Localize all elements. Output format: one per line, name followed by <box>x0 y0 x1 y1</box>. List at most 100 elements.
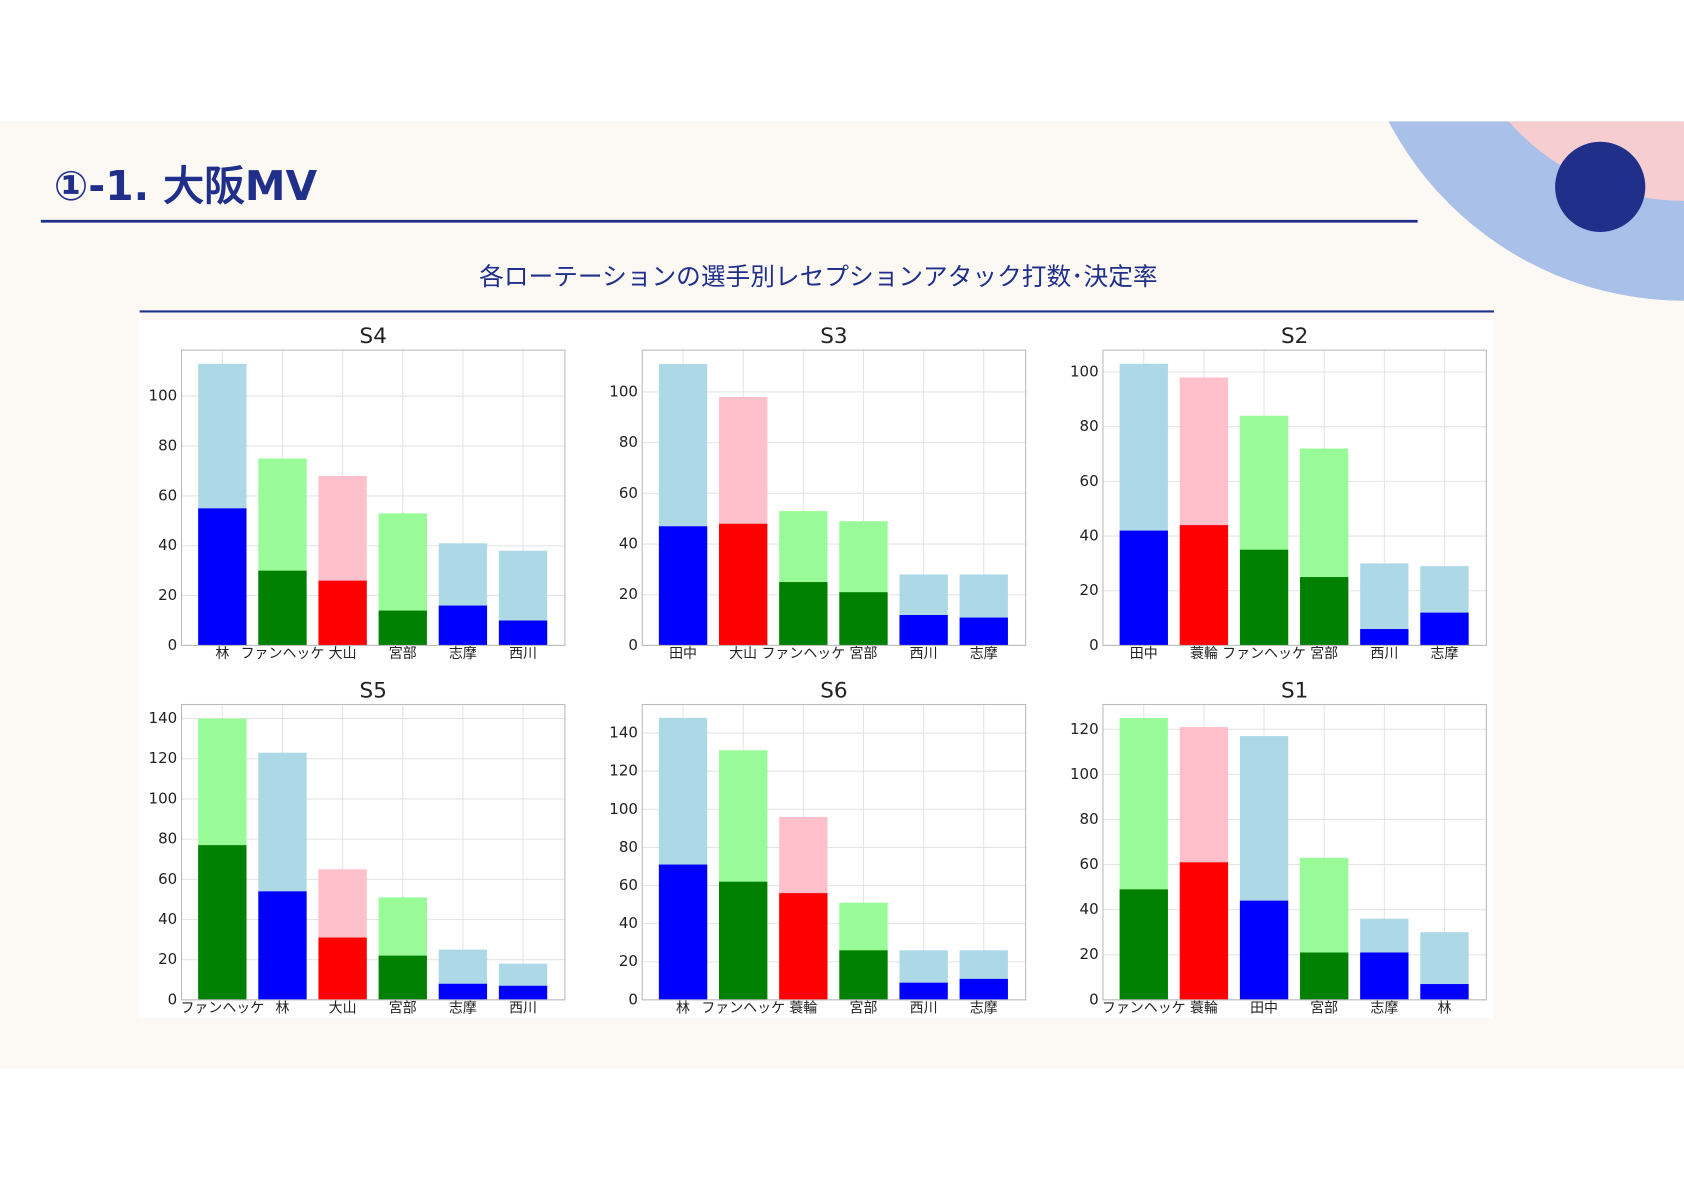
x-tick-label: ファンヘッケ <box>701 1000 785 1016</box>
y-tick-label: 0 <box>168 990 178 1008</box>
plot-frame <box>180 349 566 646</box>
x-tick-label: 林 <box>1437 1000 1451 1016</box>
bar <box>658 864 708 1000</box>
bar <box>1300 952 1349 1000</box>
bar <box>258 570 307 646</box>
y-tick-label: 20 <box>619 952 638 970</box>
bar <box>779 893 828 1000</box>
decoration <box>1388 121 1684 301</box>
x-tick-label: 西川 <box>1370 646 1398 662</box>
y-tick-label: 20 <box>619 585 638 603</box>
x-tick-label: 宮部 <box>850 646 878 662</box>
y-tick-label: 140 <box>609 724 638 742</box>
y-tick-label: 0 <box>1089 990 1099 1008</box>
x-tick-label: ファンヘッケ <box>761 646 845 662</box>
y-tick-label: 100 <box>609 800 638 818</box>
chart-title: S2 <box>1281 324 1308 349</box>
x-tick-label: 宮部 <box>1310 646 1338 662</box>
y-tick-label: 80 <box>619 433 638 451</box>
bar <box>719 881 768 1000</box>
x-tick-label: 宮部 <box>1310 1000 1338 1016</box>
x-tick-label: 林 <box>275 1000 289 1016</box>
y-tick-label: 60 <box>619 876 638 894</box>
y-tick-label: 120 <box>149 749 178 767</box>
x-tick-label: 蓑輪 <box>1190 999 1218 1016</box>
bar <box>438 605 488 646</box>
x-tick-label: 志摩 <box>449 999 477 1016</box>
y-tick-label: 0 <box>1089 636 1099 654</box>
chart-title: S5 <box>360 679 387 704</box>
x-tick-label: 大山 <box>329 1000 357 1016</box>
y-tick-label: 60 <box>158 486 177 504</box>
bar <box>899 615 948 646</box>
bar <box>378 610 427 646</box>
x-tick-label: 志摩 <box>449 645 477 662</box>
y-tick-label: 60 <box>1080 472 1099 490</box>
y-tick-label: 100 <box>609 382 638 400</box>
subtitle: 各ローテーションの選手別レセプションアタック打数･決定率 <box>479 262 1157 291</box>
x-tick-label: 西川 <box>509 646 537 662</box>
y-tick-label: 20 <box>1080 945 1099 963</box>
y-tick-label: 0 <box>628 990 638 1008</box>
y-tick-label: 40 <box>1080 900 1099 918</box>
x-tick-label: 志摩 <box>970 645 998 662</box>
bar <box>1119 889 1168 1000</box>
x-tick-label: ファンヘッケ <box>1222 646 1306 662</box>
bar <box>1239 900 1289 1000</box>
y-tick-label: 120 <box>609 762 638 780</box>
y-tick-label: 0 <box>628 636 638 654</box>
x-tick-label: 志摩 <box>1431 645 1459 662</box>
plot-frame <box>641 349 1027 646</box>
y-tick-label: 120 <box>1070 720 1099 738</box>
bar <box>1420 984 1469 1000</box>
x-tick-label: 田中 <box>1250 1000 1278 1016</box>
chart-title: S3 <box>820 324 847 349</box>
slide-title: ①-1. 大阪MV <box>54 162 318 210</box>
bar <box>1360 629 1409 646</box>
y-tick-label: 100 <box>149 387 178 405</box>
x-tick-label: 志摩 <box>970 999 998 1016</box>
x-tick-label: 林 <box>215 646 229 662</box>
bar <box>839 950 888 1000</box>
x-tick-label: 大山 <box>729 646 757 662</box>
bar <box>1179 862 1229 1000</box>
y-tick-label: 60 <box>1080 855 1099 873</box>
x-tick-label: 蓑輪 <box>1190 645 1218 662</box>
bar <box>378 955 427 1000</box>
x-tick-label: 志摩 <box>1370 999 1398 1016</box>
y-tick-label: 40 <box>158 910 177 928</box>
x-tick-label: 宮部 <box>389 646 417 662</box>
y-tick-label: 60 <box>158 870 177 888</box>
x-tick-label: ファンヘッケ <box>180 1000 264 1016</box>
y-tick-label: 80 <box>158 830 177 848</box>
bar <box>1239 549 1289 646</box>
y-tick-label: 20 <box>158 950 177 968</box>
x-tick-label: 宮部 <box>389 1000 417 1016</box>
x-tick-label: 西川 <box>910 1000 938 1016</box>
bar <box>1179 525 1229 646</box>
bar <box>198 508 247 646</box>
plot-frame <box>1102 349 1487 646</box>
y-tick-label: 40 <box>619 914 638 932</box>
chart-title: S4 <box>360 324 387 349</box>
y-tick-label: 100 <box>1070 765 1099 783</box>
bar <box>1300 577 1349 646</box>
y-tick-label: 80 <box>1080 417 1099 435</box>
x-tick-label: 西川 <box>910 646 938 662</box>
y-tick-label: 40 <box>1080 527 1099 545</box>
bar <box>658 526 708 646</box>
x-tick-label: ファンヘッケ <box>1102 1000 1186 1016</box>
bar <box>438 983 488 1000</box>
bar <box>318 580 367 646</box>
chart-title: S1 <box>1281 679 1308 704</box>
y-tick-label: 80 <box>1080 810 1099 828</box>
bar <box>1119 530 1168 646</box>
x-tick-label: 田中 <box>1130 646 1158 662</box>
y-tick-label: 40 <box>619 535 638 553</box>
y-tick-label: 100 <box>149 789 178 807</box>
x-tick-label: 田中 <box>669 646 697 662</box>
y-tick-label: 80 <box>619 838 638 856</box>
y-tick-label: 100 <box>1070 362 1099 380</box>
y-tick-label: 0 <box>168 636 178 654</box>
